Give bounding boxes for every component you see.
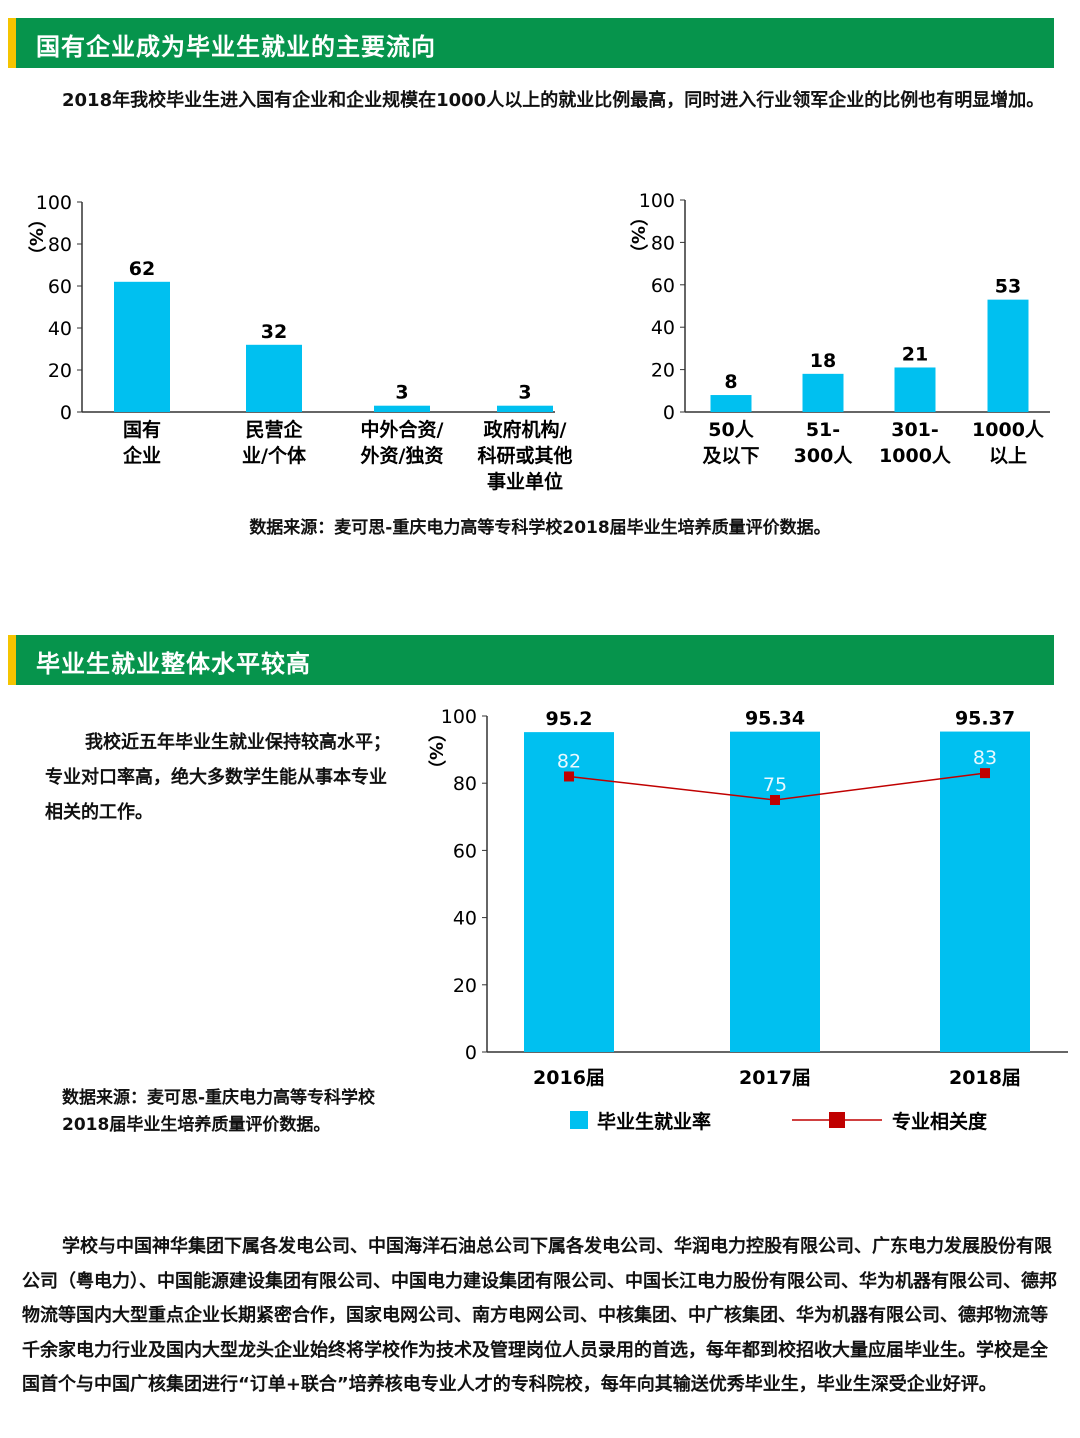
y-tick-label: 100 — [36, 192, 72, 214]
section1-header: 国有企业成为毕业生就业的主要流向 — [8, 18, 1054, 68]
y-axis-label: （%） — [25, 210, 46, 264]
category-label: 中外合资/ — [361, 418, 444, 441]
category-label: 国有 — [123, 418, 161, 441]
data-label: 62 — [129, 258, 155, 280]
y-tick-label: 0 — [465, 1042, 477, 1064]
category-label: 1000人 — [972, 419, 1045, 441]
bar — [114, 281, 170, 412]
category-label: 业/个体 — [242, 444, 307, 467]
y-tick-label: 100 — [441, 706, 477, 728]
data-label: 95.2 — [546, 708, 593, 730]
line-point — [770, 795, 780, 805]
line-point — [564, 771, 574, 782]
y-tick-label: 20 — [453, 975, 477, 997]
y-tick-label: 100 — [639, 190, 675, 212]
y-tick-label: 0 — [663, 402, 675, 424]
section1-title: 国有企业成为毕业生就业的主要流向 — [36, 33, 436, 61]
category-label: 政府机构/ — [484, 418, 567, 441]
y-tick-label: 40 — [651, 317, 675, 339]
bottom-paragraph: 学校与中国神华集团下属各发电公司、中国海洋石油总公司下属各发电公司、华润电力控股… — [22, 1236, 1057, 1395]
y-tick-label: 20 — [651, 360, 675, 382]
y-tick-label: 40 — [48, 318, 72, 340]
category-label: 2016届 — [533, 1067, 605, 1089]
bar — [730, 731, 820, 1052]
data-label: 8 — [724, 371, 737, 393]
y-tick-label: 60 — [48, 276, 72, 298]
category-label: 以上 — [989, 445, 1027, 467]
legend-bar-label: 毕业生就业率 — [597, 1110, 711, 1133]
category-label: 2018届 — [949, 1067, 1021, 1089]
y-tick-label: 40 — [453, 908, 477, 930]
y-axis-label: （%） — [627, 208, 648, 262]
y-tick-label: 80 — [48, 234, 72, 256]
section2-source-line1: 数据来源：麦可思-重庆电力高等专科学校 — [62, 1088, 376, 1108]
category-label: 科研或其他 — [477, 444, 572, 467]
category-label: 50人 — [708, 419, 754, 441]
data-label: 32 — [261, 321, 287, 343]
y-tick-label: 60 — [453, 840, 477, 862]
bar — [802, 373, 844, 412]
legend-line-marker — [829, 1112, 845, 1128]
legend-bar-swatch — [570, 1111, 588, 1129]
section2-paragraph: 我校近五年毕业生就业保持较高水平；专业对口率高，绝大多数学生能从事本专业相关的工… — [45, 732, 391, 823]
y-tick-label: 80 — [651, 232, 675, 254]
bar — [524, 732, 614, 1052]
bar — [710, 395, 752, 412]
data-label: 21 — [902, 343, 928, 365]
line-point — [980, 768, 990, 779]
data-label: 3 — [395, 382, 408, 404]
bar — [940, 731, 1030, 1052]
category-label: 企业 — [122, 444, 161, 467]
y-tick-label: 20 — [48, 360, 72, 382]
data-label: 95.34 — [745, 708, 805, 730]
category-label: 51- — [806, 419, 840, 441]
bar — [894, 367, 936, 412]
section2-source-line2: 2018届毕业生培养质量评价数据。 — [62, 1115, 331, 1135]
line-data-label: 82 — [557, 750, 581, 772]
bar — [246, 344, 302, 412]
section1-source: 数据来源：麦可思-重庆电力高等专科学校2018届毕业生培养质量评价数据。 — [249, 518, 831, 538]
data-label: 3 — [518, 382, 531, 404]
section2-header: 毕业生就业整体水平较高 — [8, 635, 1054, 685]
category-label: 外资/独资 — [361, 444, 444, 467]
data-label: 95.37 — [955, 708, 1015, 730]
bar — [497, 405, 553, 412]
category-label: 及以下 — [702, 445, 759, 467]
bar — [987, 299, 1029, 412]
category-label: 事业单位 — [487, 470, 563, 493]
section1-paragraph: 2018年我校毕业生进入国有企业和企业规模在1000人以上的就业比例最高，同时进… — [62, 90, 1045, 111]
y-axis-label: （%） — [425, 724, 446, 778]
y-tick-label: 80 — [453, 773, 477, 795]
bar — [374, 405, 430, 412]
data-label: 53 — [995, 276, 1021, 298]
category-label: 301- — [891, 419, 939, 441]
category-label: 民营企 — [245, 418, 303, 441]
line-data-label: 75 — [763, 774, 787, 796]
category-label: 2017届 — [739, 1067, 811, 1089]
y-tick-label: 0 — [60, 402, 72, 424]
section2-title: 毕业生就业整体水平较高 — [36, 650, 311, 678]
category-label: 1000人 — [879, 445, 952, 467]
category-label: 300人 — [794, 445, 854, 467]
line-data-label: 83 — [973, 747, 997, 769]
data-label: 18 — [810, 350, 836, 372]
legend-line-label: 专业相关度 — [892, 1110, 988, 1133]
y-tick-label: 60 — [651, 275, 675, 297]
